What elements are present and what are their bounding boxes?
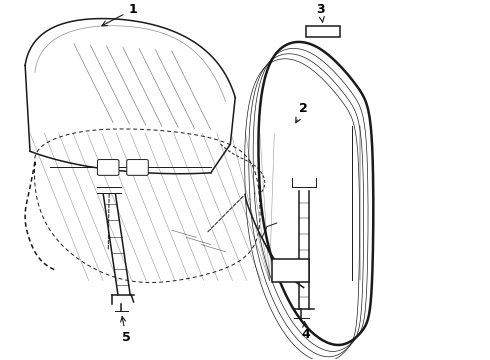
Text: 1: 1 bbox=[102, 3, 137, 26]
Text: 5: 5 bbox=[121, 317, 131, 344]
Text: 3: 3 bbox=[317, 3, 325, 22]
Text: 2: 2 bbox=[296, 102, 308, 123]
FancyBboxPatch shape bbox=[98, 159, 119, 175]
FancyBboxPatch shape bbox=[127, 159, 148, 175]
Bar bbox=[306, 26, 340, 37]
Bar bbox=[272, 259, 309, 282]
Text: 4: 4 bbox=[302, 322, 311, 341]
